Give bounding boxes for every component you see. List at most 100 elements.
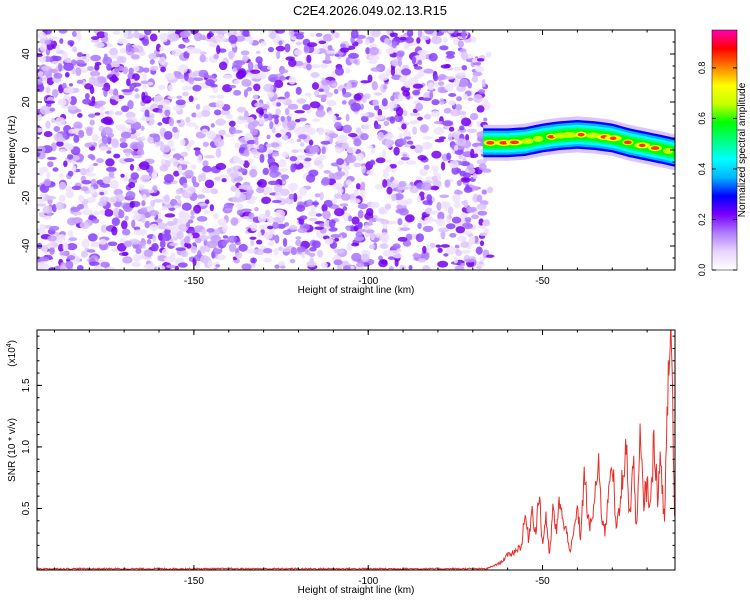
heatmap-cell [357,222,363,230]
heatmap-cell [317,127,325,136]
heatmap-cell [355,127,362,134]
heatmap-cell [389,116,396,124]
heatmap-cell [456,72,467,76]
heatmap-cell [224,207,233,212]
heatmap-cell [309,246,317,252]
heatmap-cell [180,250,189,258]
heatmap-cell [51,204,57,213]
colorbar-ticks: 0.0 0.2 0.4 0.6 0.8 [697,62,737,276]
heatmap-cell [192,84,202,92]
heatmap-cell [207,260,213,268]
heatmap-cell [230,217,239,226]
heatmap-cell [423,113,432,120]
heatmap-cell [252,94,258,100]
heatmap-cell [374,218,386,222]
heatmap-cell [122,148,133,154]
heatmap-cell [280,116,285,123]
heatmap-cell [163,130,173,140]
heatmap-cell [186,122,197,127]
heatmap-cell [440,161,446,171]
heatmap-cell [280,174,289,180]
heatmap-cell [103,53,109,62]
heatmap-cell [370,201,380,209]
heatmap-cell [180,139,186,147]
heatmap-cell [253,83,261,92]
heatmap-cell [125,191,136,199]
heatmap-cell [114,193,125,202]
heatmap-cell [476,203,487,210]
heatmap-cell [242,56,250,60]
heatmap-cell [86,172,97,177]
heatmap-cell [445,76,455,80]
heatmap-cell [57,98,67,106]
heatmap-cell [317,250,324,258]
heatmap-cell [92,162,99,167]
heatmap-cell [158,56,166,66]
heatmap-cell [187,229,196,234]
heatmap-cell [218,61,228,71]
heatmap-cell [412,89,421,96]
heatmap-cell [400,68,412,76]
heatmap-cell [57,62,63,72]
heatmap-cell [322,210,331,220]
heatmap-cell [278,261,286,266]
heatmap-cell [178,212,189,221]
heatmap-cell [196,250,202,259]
heatmap-cell [404,143,412,148]
heatmap-cell [391,74,402,81]
heatmap-cell [365,229,375,234]
heatmap-cell [112,63,120,68]
y-tick-label: 0 [21,147,32,153]
heatmap-cell [80,186,89,192]
y-tick-label: -20 [21,190,32,205]
heatmap-cell [475,145,485,155]
heatmap-cell [312,118,321,123]
heatmap-cell [370,159,375,164]
heatmap-cell [240,208,252,212]
heatmap-cell [374,184,384,190]
heatmap-cell [429,185,440,191]
heatmap-cell [108,196,117,204]
heatmap-cell [308,169,319,177]
heatmap-cell [241,78,252,87]
heatmap-cell [37,262,45,270]
heatmap-cell [214,176,221,181]
heatmap-cell [403,80,412,88]
heatmap-cell [165,221,176,227]
heatmap-cell [123,158,135,163]
heatmap-cell [200,228,207,235]
heatmap-cell [388,266,394,270]
heatmap-cell [204,199,210,205]
heatmap-cell [148,189,155,194]
heatmap-cell [205,75,216,79]
heatmap-cell [473,186,479,191]
heatmap-cell [59,251,68,256]
heatmap-cell [71,30,78,37]
heatmap-cell [171,48,182,57]
heatmap-cell [483,117,488,122]
heatmap-cell [208,95,217,99]
heatmap-cell [61,82,67,90]
heatmap-cell [368,217,376,223]
heatmap-cell [216,94,225,99]
heatmap-cell [141,136,146,140]
heatmap-cell [395,208,404,214]
heatmap-cell [476,265,483,270]
heatmap-cell [148,210,159,216]
heatmap-cell [466,206,472,213]
heatmap-cell [383,120,390,127]
heatmap-cell [381,149,387,158]
heatmap-cell [471,75,479,83]
heatmap-cell [328,227,338,232]
heatmap-cell [308,139,314,146]
heatmap-cell [86,127,93,137]
heatmap-cell [321,79,331,86]
heatmap-cell [140,116,151,122]
heatmap-cell [282,134,289,141]
heatmap-cell [53,72,63,79]
heatmap-cell [391,193,397,202]
heatmap-cell [142,84,147,90]
heatmap-cell [342,265,351,270]
heatmap-cell [81,239,90,249]
heatmap-cell [106,63,112,71]
